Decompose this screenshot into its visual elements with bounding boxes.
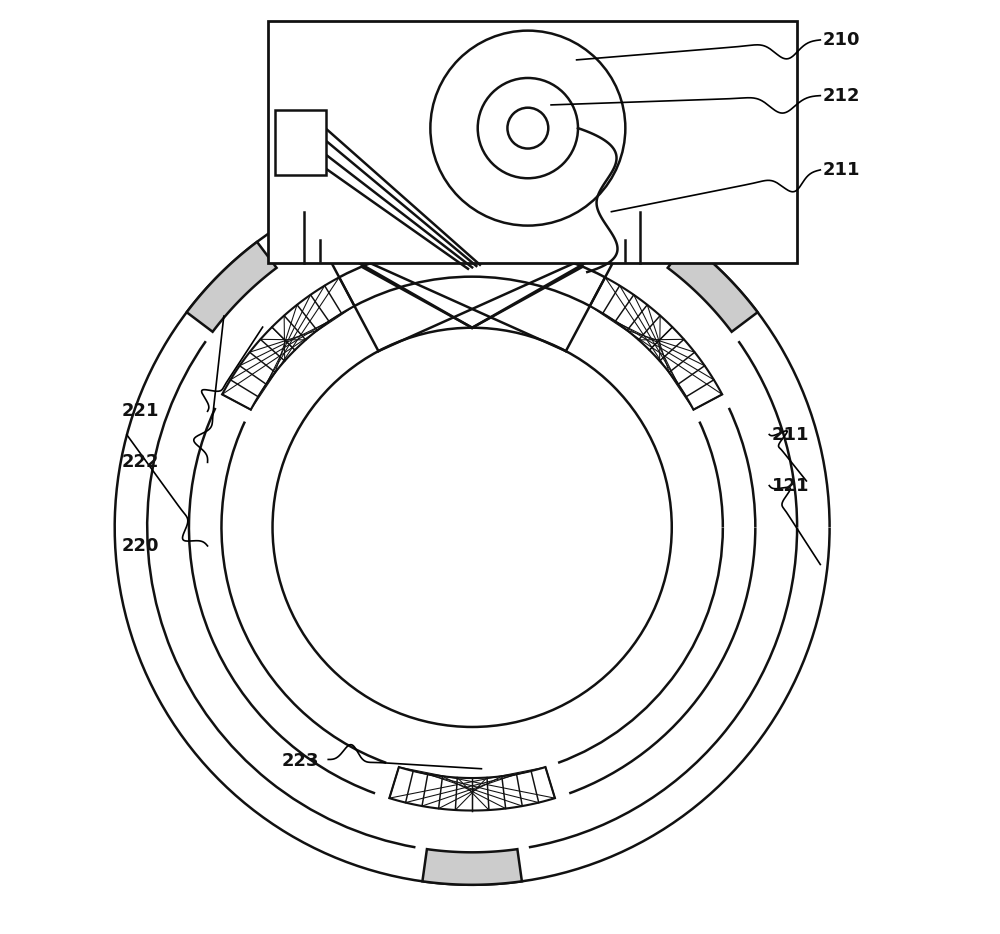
Polygon shape [668, 242, 758, 332]
Text: 211: 211 [772, 426, 810, 444]
Polygon shape [389, 767, 555, 811]
Polygon shape [222, 277, 354, 410]
Text: 222: 222 [122, 453, 160, 472]
Bar [275, 109, 326, 175]
Text: 220: 220 [122, 537, 160, 555]
Text: 212: 212 [823, 87, 861, 105]
Text: 210: 210 [823, 31, 861, 49]
Text: 221: 221 [122, 403, 160, 420]
Text: 211: 211 [823, 161, 861, 179]
Text: 121: 121 [772, 476, 810, 495]
Bar [268, 21, 797, 262]
Polygon shape [422, 849, 522, 884]
Polygon shape [187, 242, 277, 332]
Polygon shape [590, 277, 722, 410]
Text: 223: 223 [282, 752, 319, 771]
